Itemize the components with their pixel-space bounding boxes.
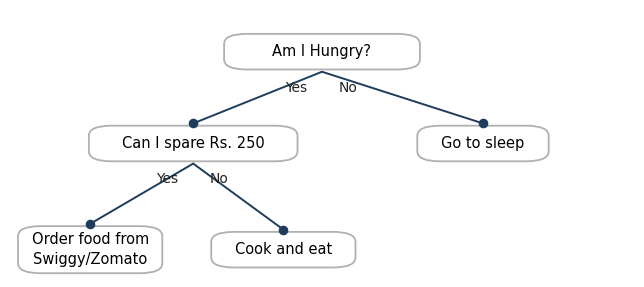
Point [188, 121, 198, 126]
Text: Yes: Yes [156, 172, 178, 186]
Text: Can I spare Rs. 250: Can I spare Rs. 250 [122, 136, 265, 151]
FancyBboxPatch shape [417, 126, 549, 161]
Point [478, 121, 488, 126]
FancyBboxPatch shape [211, 232, 355, 267]
Text: Am I Hungry?: Am I Hungry? [272, 44, 372, 59]
FancyBboxPatch shape [18, 226, 162, 273]
Text: Cook and eat: Cook and eat [234, 242, 332, 257]
Text: Yes: Yes [285, 81, 307, 94]
Text: No: No [338, 81, 357, 94]
FancyBboxPatch shape [224, 34, 420, 69]
Text: Go to sleep: Go to sleep [441, 136, 525, 151]
FancyBboxPatch shape [89, 126, 298, 161]
Point [278, 227, 289, 232]
Text: No: No [209, 172, 229, 186]
Text: Order food from
Swiggy/Zomato: Order food from Swiggy/Zomato [32, 232, 149, 267]
Point [85, 222, 95, 226]
